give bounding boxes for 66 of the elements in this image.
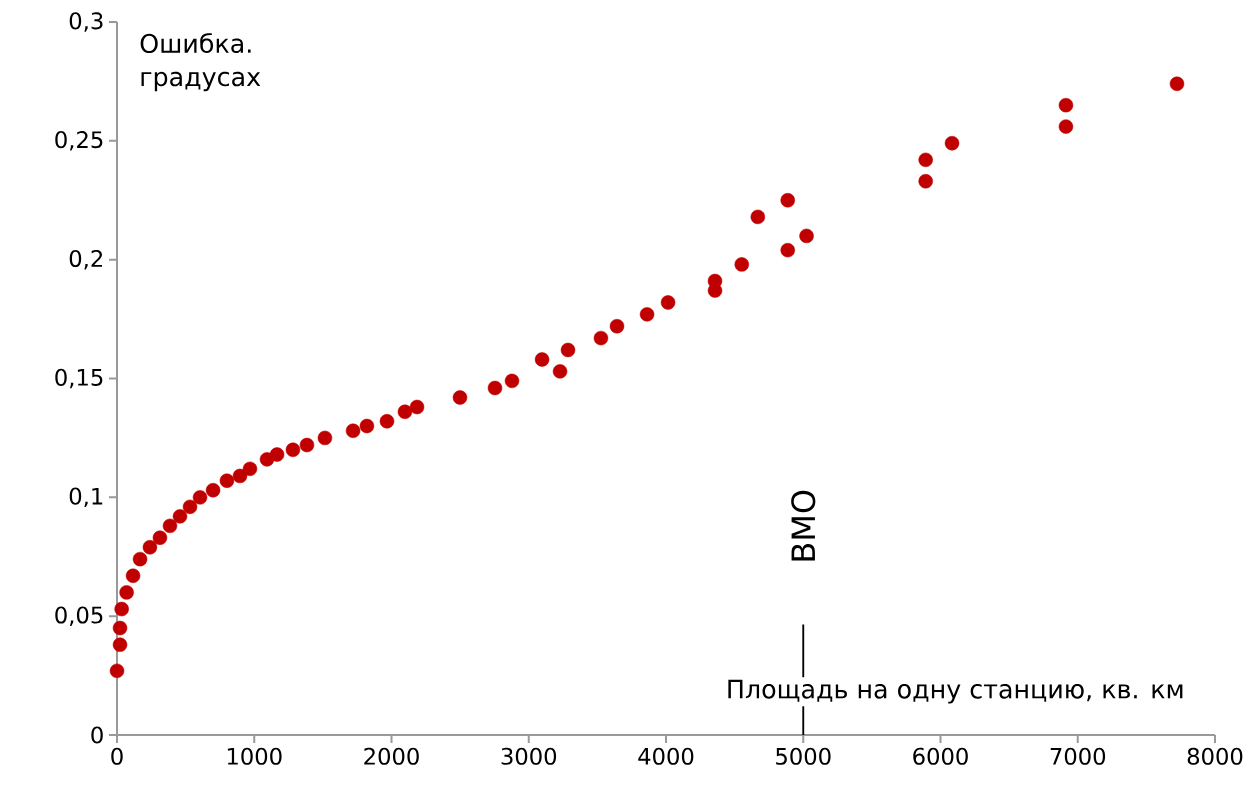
point <box>299 437 315 453</box>
point <box>162 518 178 534</box>
point <box>750 209 766 225</box>
point <box>359 418 375 434</box>
point <box>918 152 933 168</box>
point <box>109 663 125 679</box>
point <box>172 509 188 524</box>
point <box>232 468 248 484</box>
x-tick-label: 6000 <box>913 747 968 765</box>
point <box>639 307 655 322</box>
y-tick-label: 0 <box>91 726 103 744</box>
point <box>182 499 198 515</box>
y-tick-label: 0,3 <box>69 12 103 32</box>
y-tick-label: 0,2 <box>69 249 103 270</box>
point <box>397 404 413 419</box>
y-tick-label: 0,15 <box>55 368 103 389</box>
x-tick-label: 5000 <box>776 747 831 765</box>
point <box>593 330 609 346</box>
y-tick-label: 0,05 <box>55 606 103 626</box>
point <box>1169 76 1185 91</box>
x-tick-label: 4000 <box>638 747 694 765</box>
x-tick-label: 3000 <box>501 747 557 765</box>
y-tick-label: 0,25 <box>55 131 103 151</box>
point <box>269 447 285 462</box>
x-tick-label: 7000 <box>1050 747 1106 765</box>
point <box>780 193 795 208</box>
point <box>534 352 550 367</box>
point <box>112 620 128 636</box>
point <box>609 319 625 334</box>
point <box>345 423 361 438</box>
point <box>114 601 129 617</box>
point <box>660 295 676 310</box>
point <box>452 390 468 405</box>
point <box>112 637 128 652</box>
point <box>285 442 301 458</box>
point <box>119 585 134 600</box>
point <box>192 490 208 505</box>
x-tick-label: 8000 <box>1187 747 1243 765</box>
point <box>152 530 168 545</box>
point <box>142 540 158 555</box>
point <box>552 364 568 379</box>
point <box>560 342 576 358</box>
ref-line-label: ВМО <box>791 490 816 561</box>
point <box>918 174 933 189</box>
y-tick-label: 0,1 <box>69 487 103 508</box>
point <box>1058 119 1074 134</box>
point <box>504 373 520 389</box>
x-tick-label: 1000 <box>227 747 282 765</box>
point <box>1058 97 1074 113</box>
y-axis-title: Ошибка. градусах <box>140 32 261 92</box>
x-tick-label: 2000 <box>364 747 419 765</box>
point <box>799 228 814 244</box>
point <box>379 414 395 429</box>
point <box>780 242 795 258</box>
point <box>219 473 235 488</box>
point <box>487 380 503 396</box>
point <box>242 461 258 477</box>
point <box>317 430 333 446</box>
x-axis-title: Площадь на одну станцию, кв. км <box>728 679 1183 704</box>
point <box>205 483 221 498</box>
point <box>132 551 148 567</box>
x-tick-label: 0 <box>111 747 123 765</box>
point <box>734 257 749 272</box>
point <box>125 568 141 583</box>
point <box>409 399 425 415</box>
point <box>944 136 960 151</box>
